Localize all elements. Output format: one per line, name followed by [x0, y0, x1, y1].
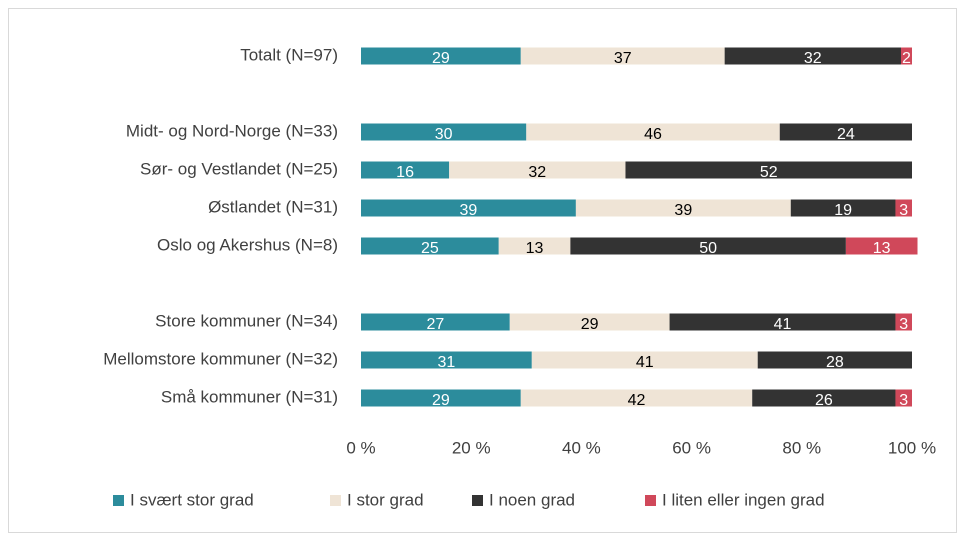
data-label: 41	[636, 354, 654, 371]
legend-label: I svært stor grad	[130, 490, 254, 509]
data-label: 19	[834, 202, 852, 219]
data-label: 31	[438, 354, 456, 371]
data-label: 24	[837, 126, 855, 143]
bar-segment	[779, 123, 912, 141]
data-label: 39	[460, 202, 478, 219]
legend-label: I noen grad	[489, 490, 575, 509]
legend-label: I stor grad	[347, 490, 424, 509]
data-label: 46	[644, 126, 662, 143]
legend-swatch	[472, 495, 483, 506]
data-label: 16	[396, 164, 414, 181]
data-label: 3	[899, 392, 908, 409]
bar-segment	[757, 351, 912, 369]
data-label: 29	[581, 316, 599, 333]
bar-segment	[449, 161, 626, 179]
y-tick-label: Mellomstore kommuner (N=32)	[103, 349, 338, 368]
bar-segment	[520, 47, 725, 65]
data-label: 26	[815, 392, 833, 409]
bar-segment	[790, 199, 896, 217]
data-label: 3	[899, 316, 908, 333]
bar-segment	[361, 313, 510, 331]
legend-label: I liten eller ingen grad	[662, 490, 825, 509]
data-label: 29	[432, 392, 450, 409]
data-label: 50	[699, 240, 717, 257]
y-tick-label: Sør- og Vestlandet (N=25)	[140, 159, 338, 178]
x-tick-label: 80 %	[782, 438, 821, 457]
x-tick-label: 60 %	[672, 438, 711, 457]
bar-segment	[361, 237, 499, 255]
bar-segment	[845, 237, 918, 255]
legend-swatch	[330, 495, 341, 506]
data-label: 32	[804, 50, 822, 67]
data-label: 42	[628, 392, 646, 409]
data-label: 41	[774, 316, 792, 333]
data-label: 13	[873, 240, 891, 257]
bar-segment	[895, 389, 912, 407]
data-label: 25	[421, 240, 439, 257]
bar-segment	[575, 199, 791, 217]
bar-segment	[526, 123, 780, 141]
data-label: 37	[614, 50, 632, 67]
data-label: 52	[760, 164, 778, 181]
data-label: 28	[826, 354, 844, 371]
y-tick-label: Østlandet (N=31)	[208, 197, 338, 216]
bar-segment	[361, 47, 521, 65]
data-label: 30	[435, 126, 453, 143]
data-label: 27	[426, 316, 444, 333]
bar-segment	[669, 313, 896, 331]
bar-segment	[724, 47, 901, 65]
y-tick-label: Små kommuner (N=31)	[161, 387, 338, 406]
y-tick-label: Oslo og Akershus (N=8)	[157, 235, 338, 254]
bar-segment	[895, 313, 912, 331]
bar-segment	[895, 199, 912, 217]
bar-segment	[752, 389, 896, 407]
bar-segment	[900, 47, 912, 65]
legend-swatch	[645, 495, 656, 506]
bar-segment	[625, 161, 912, 179]
data-label: 29	[432, 50, 450, 67]
bar-segment	[498, 237, 571, 255]
x-tick-label: 100 %	[888, 438, 936, 457]
x-tick-label: 0 %	[346, 438, 375, 457]
data-label: 3	[899, 202, 908, 219]
x-tick-label: 40 %	[562, 438, 601, 457]
y-tick-label: Store kommuner (N=34)	[155, 311, 338, 330]
x-tick-label: 20 %	[452, 438, 491, 457]
data-label: 32	[528, 164, 546, 181]
bar-segment	[531, 351, 758, 369]
data-label: 39	[674, 202, 692, 219]
bar-segment	[361, 199, 576, 217]
bar-segment	[361, 389, 521, 407]
bar-segment	[509, 313, 670, 331]
bar-segment	[570, 237, 846, 255]
y-tick-label: Totalt (N=97)	[240, 45, 338, 64]
bar-segment	[520, 389, 753, 407]
data-label: 2	[902, 50, 911, 67]
legend-swatch	[113, 495, 124, 506]
bar-segment	[361, 351, 532, 369]
y-tick-label: Midt- og Nord-Norge (N=33)	[126, 121, 338, 140]
bar-segment	[361, 161, 450, 179]
bar-segment	[361, 123, 527, 141]
data-label: 13	[526, 240, 544, 257]
